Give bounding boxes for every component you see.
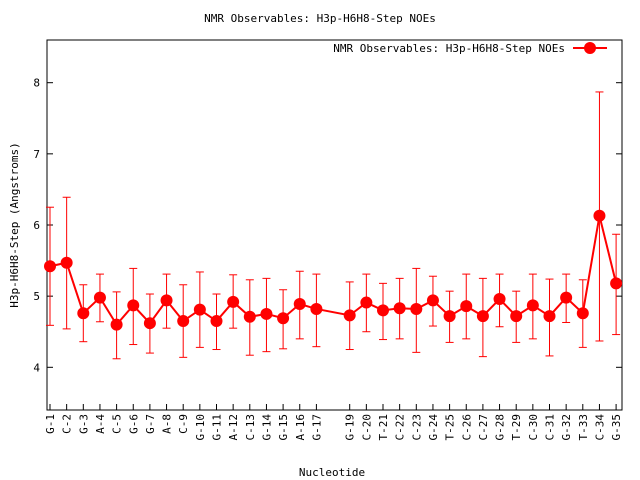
y-tick-label: 4 bbox=[33, 361, 40, 374]
x-tick-label: C-2 bbox=[61, 414, 74, 434]
x-tick-label: G-28 bbox=[494, 414, 507, 441]
data-point bbox=[93, 291, 106, 304]
data-point bbox=[77, 307, 90, 320]
x-tick-label: A-12 bbox=[227, 414, 240, 441]
data-point bbox=[310, 302, 323, 315]
x-tick-label: A-4 bbox=[94, 414, 107, 434]
data-point bbox=[560, 291, 573, 304]
data-point bbox=[526, 299, 539, 312]
x-tick-label: T-25 bbox=[444, 414, 457, 441]
y-tick-label: 6 bbox=[33, 219, 40, 232]
data-point bbox=[243, 310, 256, 323]
data-point bbox=[377, 304, 389, 317]
data-point bbox=[593, 209, 606, 222]
data-point bbox=[543, 310, 556, 323]
x-tick-label: C-30 bbox=[527, 414, 540, 441]
x-tick-label: G-24 bbox=[427, 414, 440, 441]
data-point bbox=[460, 300, 473, 313]
data-point bbox=[277, 312, 290, 325]
x-tick-label: G-14 bbox=[260, 414, 273, 441]
data-point bbox=[610, 277, 623, 290]
chart-title: NMR Observables: H3p-H6H8-Step NOEs bbox=[204, 12, 436, 25]
data-point bbox=[44, 260, 56, 273]
x-tick-label: C-9 bbox=[177, 414, 190, 434]
data-point bbox=[60, 256, 73, 269]
legend-marker bbox=[584, 42, 596, 54]
x-tick-label: C-5 bbox=[111, 414, 124, 434]
data-point bbox=[343, 309, 356, 322]
data-point bbox=[493, 293, 506, 305]
x-tick-label: G-35 bbox=[610, 414, 623, 441]
x-tick-label: T-29 bbox=[510, 414, 523, 441]
data-point bbox=[576, 307, 589, 320]
data-point bbox=[510, 310, 523, 323]
x-tick-label: C-20 bbox=[360, 414, 373, 441]
data-point bbox=[410, 302, 423, 315]
x-tick-label: C-27 bbox=[477, 414, 490, 441]
data-point bbox=[443, 310, 456, 323]
data-point bbox=[193, 303, 206, 316]
data-point bbox=[227, 295, 240, 308]
data-point bbox=[476, 310, 489, 323]
x-tick-label: G-19 bbox=[344, 414, 357, 441]
x-tick-label: T-33 bbox=[577, 414, 590, 441]
data-point bbox=[210, 315, 223, 328]
x-tick-label: T-21 bbox=[377, 414, 390, 441]
x-tick-label: G-7 bbox=[144, 414, 157, 434]
x-tick-label: G-11 bbox=[211, 414, 224, 441]
data-point bbox=[160, 294, 173, 307]
data-point bbox=[143, 317, 156, 330]
x-tick-label: G-15 bbox=[277, 414, 290, 441]
x-tick-label: A-8 bbox=[161, 414, 174, 434]
legend-label: NMR Observables: H3p-H6H8-Step NOEs bbox=[333, 42, 565, 55]
series-line bbox=[49, 215, 618, 327]
x-axis-label: Nucleotide bbox=[299, 466, 365, 479]
x-tick-label: A-16 bbox=[294, 414, 307, 441]
data-point bbox=[360, 296, 373, 309]
data-point bbox=[260, 307, 273, 320]
x-tick-label: C-13 bbox=[244, 414, 257, 441]
x-tick-label: G-10 bbox=[194, 414, 207, 441]
data-point bbox=[293, 297, 306, 310]
x-tick-label: C-23 bbox=[410, 414, 423, 441]
y-tick-label: 5 bbox=[33, 290, 40, 303]
data-point bbox=[110, 318, 123, 331]
y-axis-label: H3p-H6H8-Step (Angstroms) bbox=[8, 142, 21, 308]
x-tick-label: C-34 bbox=[593, 414, 606, 441]
x-tick-label: G-6 bbox=[127, 414, 140, 434]
x-tick-label: G-32 bbox=[560, 414, 573, 441]
y-tick-label: 7 bbox=[33, 148, 40, 161]
data-point bbox=[177, 315, 190, 328]
data-point bbox=[426, 294, 439, 307]
legend: NMR Observables: H3p-H6H8-Step NOEs bbox=[333, 42, 607, 55]
data-point bbox=[127, 299, 140, 312]
x-tick-label: G-17 bbox=[310, 414, 323, 441]
plot-frame bbox=[46, 39, 623, 411]
x-tick-label: G-1 bbox=[44, 414, 57, 434]
x-tick-label: C-22 bbox=[394, 414, 407, 441]
x-tick-label: C-26 bbox=[460, 414, 473, 441]
y-tick-label: 8 bbox=[33, 77, 40, 90]
x-tick-label: C-31 bbox=[544, 414, 557, 441]
data-point bbox=[393, 302, 406, 315]
x-tick-label: G-3 bbox=[77, 414, 90, 434]
